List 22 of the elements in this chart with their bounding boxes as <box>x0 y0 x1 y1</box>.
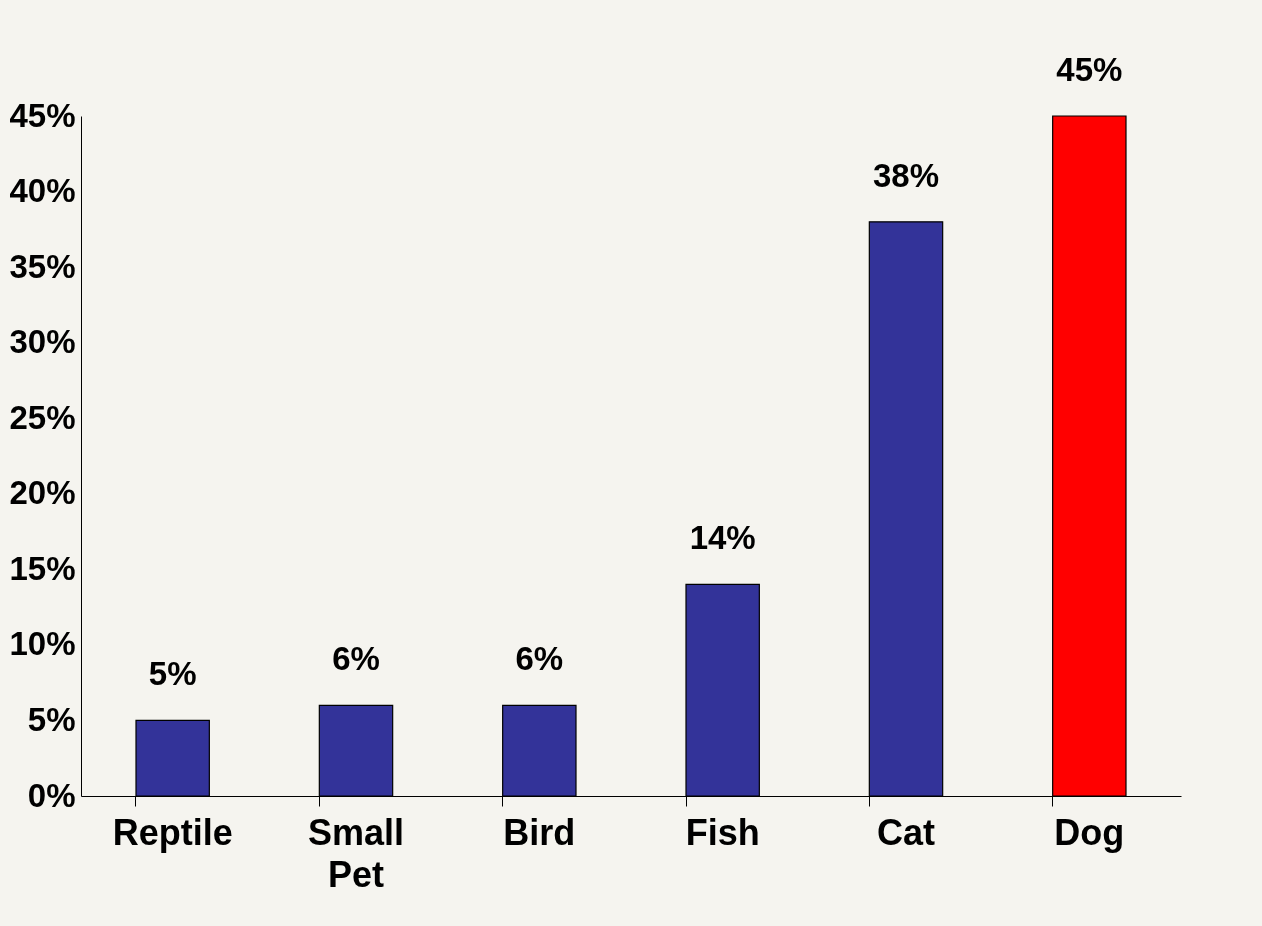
data-label: 6% <box>332 640 380 678</box>
y-tick-label: 15% <box>9 549 76 587</box>
y-tick-label: 20% <box>9 474 76 512</box>
x-tick-label: Cat <box>876 811 936 853</box>
y-tick-label: 35% <box>9 247 76 285</box>
x-tick-label: Dog <box>1054 811 1125 853</box>
y-tick-label: 25% <box>9 398 76 436</box>
data-label: 38% <box>872 156 940 194</box>
x-tick-label: Bird <box>503 811 576 853</box>
data-label: 45% <box>1056 51 1123 88</box>
y-tick-label: 45% <box>9 96 76 134</box>
y-tick-label: 40% <box>9 172 76 210</box>
y-tick-label: 5% <box>27 700 76 738</box>
data-label: 14% <box>689 519 756 557</box>
data-label: 6% <box>515 640 564 678</box>
y-tick-label: 0% <box>27 776 76 814</box>
x-tick-label: Reptile <box>112 811 233 853</box>
data-label: 5% <box>148 655 197 693</box>
x-tick-label: Fish <box>685 811 760 853</box>
x-tick-label: Small Pet <box>307 811 405 895</box>
y-tick-label: 30% <box>9 323 76 361</box>
y-tick-label: 10% <box>9 625 76 663</box>
